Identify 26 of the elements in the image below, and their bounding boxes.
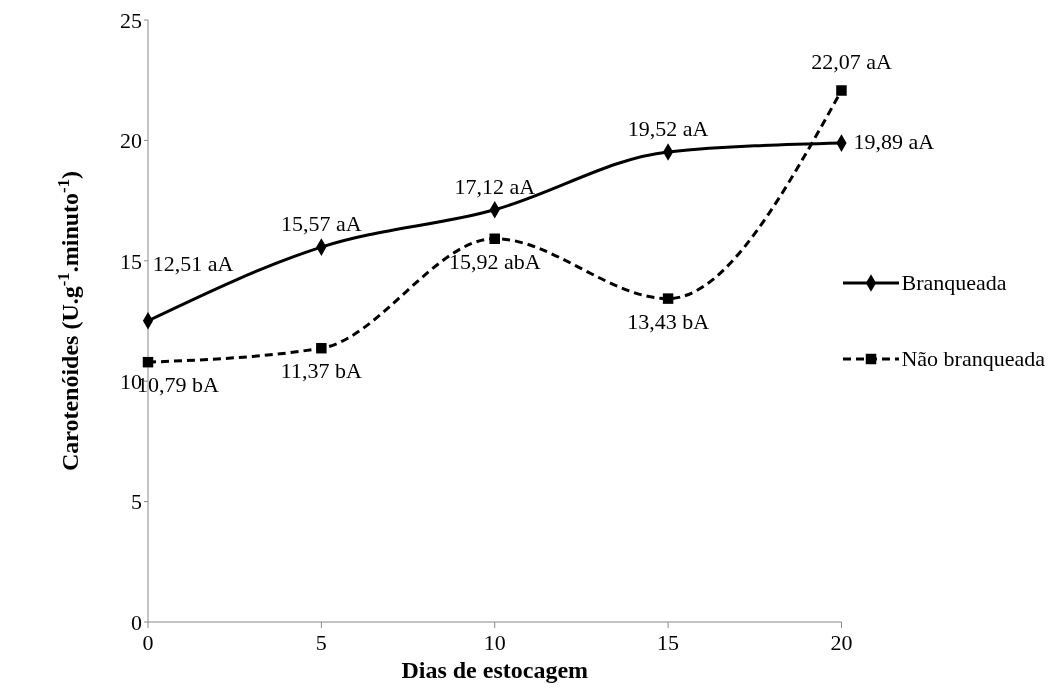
y-tick-label: 0 bbox=[131, 609, 142, 635]
y-tick-label: 20 bbox=[120, 128, 142, 154]
data-label: 15,92 abA bbox=[448, 248, 541, 274]
y-tick-label: 5 bbox=[131, 489, 142, 515]
legend-label: Não branqueada bbox=[901, 346, 1045, 372]
y-tick-label: 15 bbox=[120, 248, 142, 274]
point bbox=[316, 342, 327, 354]
data-label: 19,89 aA bbox=[853, 129, 935, 155]
data-label: 13,43 bA bbox=[627, 308, 710, 334]
y-tick-label: 25 bbox=[120, 7, 142, 33]
x-tick-label: 5 bbox=[315, 629, 327, 655]
x-tick-label: 15 bbox=[657, 629, 680, 655]
data-label: 22,07 aA bbox=[811, 48, 892, 74]
data-label: 15,57 aA bbox=[281, 211, 362, 237]
legend-label: Branqueada bbox=[901, 270, 1007, 296]
point bbox=[489, 233, 500, 244]
point bbox=[142, 356, 154, 368]
point bbox=[662, 293, 674, 304]
data-label: 17,12 aA bbox=[454, 173, 536, 199]
x-tick-label: 10 bbox=[483, 629, 506, 655]
data-label: 11,37 bA bbox=[280, 358, 363, 384]
data-label: 19,52 aA bbox=[627, 115, 709, 141]
x-axis-title: Dias de estocagem bbox=[401, 657, 589, 683]
x-tick-label: 20 bbox=[830, 629, 853, 655]
data-label: 12,51 aA bbox=[152, 250, 234, 276]
point bbox=[836, 85, 847, 96]
